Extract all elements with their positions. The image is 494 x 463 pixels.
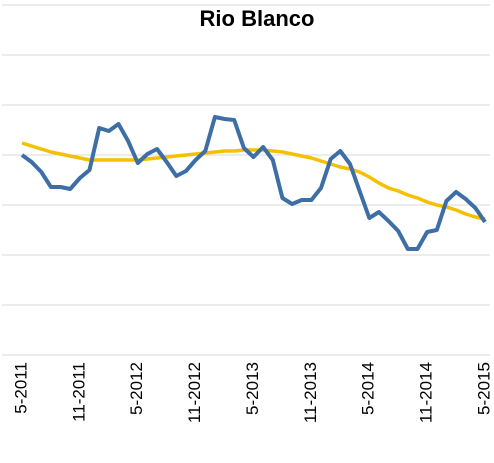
x-tick-label: 11-2011: [69, 362, 88, 422]
series-line: [21, 141, 486, 221]
x-tick-label: 5-2014: [359, 362, 378, 415]
chart-title: Rio Blanco: [200, 6, 315, 31]
x-tick-label: 5-2013: [243, 362, 262, 415]
x-tick-label: 11-2012: [185, 362, 204, 423]
x-tick-label: 11-2013: [301, 362, 320, 423]
x-tick-label: 5-2015: [474, 362, 493, 415]
x-tick-label: 5-2012: [127, 362, 146, 415]
series-line: [20, 115, 487, 251]
x-tick-label: 11-2014: [417, 362, 436, 423]
x-tick-label: 5-2011: [11, 362, 30, 414]
